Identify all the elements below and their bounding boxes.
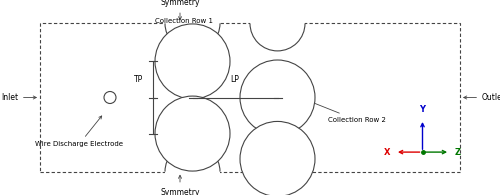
Text: Wire Discharge Electrode: Wire Discharge Electrode (35, 116, 123, 147)
Text: TP: TP (134, 75, 143, 84)
Bar (40, 23, 460, 172)
Text: Outlet: Outlet (464, 93, 500, 102)
Circle shape (240, 121, 315, 195)
Bar (250, 20, 305, 25)
Text: X: X (384, 148, 390, 157)
Text: Z: Z (455, 148, 461, 157)
Text: Y: Y (420, 105, 426, 114)
Bar (165, 20, 220, 25)
Text: Symmetry: Symmetry (160, 0, 200, 20)
Circle shape (155, 96, 230, 171)
Text: LP: LP (230, 74, 239, 83)
Text: Symmetry: Symmetry (160, 175, 200, 195)
Text: Inlet: Inlet (1, 93, 36, 102)
Circle shape (155, 24, 230, 99)
Circle shape (104, 91, 116, 104)
Bar (250, 170, 305, 175)
Circle shape (240, 60, 315, 135)
Text: Collection Row 2: Collection Row 2 (304, 99, 386, 123)
Text: Collection Row 1: Collection Row 1 (155, 18, 213, 45)
Bar (165, 170, 220, 175)
